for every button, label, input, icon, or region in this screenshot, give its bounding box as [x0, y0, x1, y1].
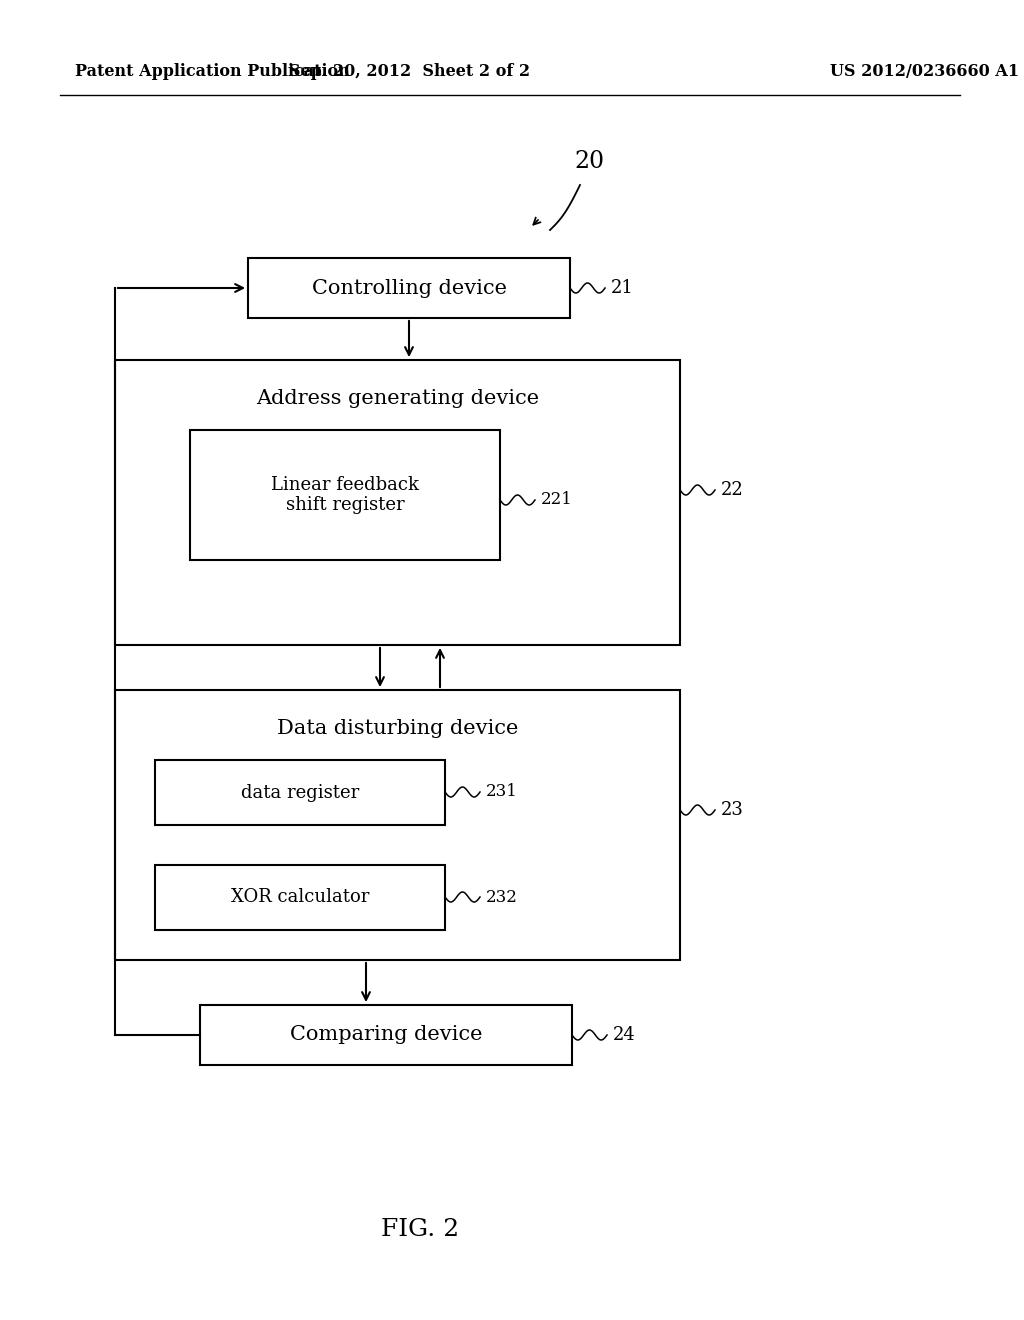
- Text: data register: data register: [241, 784, 359, 801]
- Text: Comparing device: Comparing device: [290, 1026, 482, 1044]
- Bar: [190, 430, 500, 560]
- Text: XOR calculator: XOR calculator: [230, 888, 370, 907]
- Text: 21: 21: [611, 279, 634, 297]
- Text: 231: 231: [486, 784, 518, 800]
- Bar: [248, 257, 570, 318]
- Text: 232: 232: [486, 888, 518, 906]
- Text: Sep. 20, 2012  Sheet 2 of 2: Sep. 20, 2012 Sheet 2 of 2: [290, 63, 530, 81]
- Text: FIG. 2: FIG. 2: [381, 1218, 459, 1242]
- Text: Data disturbing device: Data disturbing device: [276, 718, 518, 738]
- Text: 221: 221: [541, 491, 572, 508]
- Text: Linear feedback
shift register: Linear feedback shift register: [271, 475, 419, 515]
- Bar: [155, 865, 445, 931]
- Text: Patent Application Publication: Patent Application Publication: [75, 63, 350, 81]
- Text: 23: 23: [721, 801, 743, 818]
- Text: 24: 24: [613, 1026, 636, 1044]
- Text: Controlling device: Controlling device: [311, 279, 507, 297]
- Text: 20: 20: [574, 150, 605, 173]
- Bar: [115, 360, 680, 645]
- Bar: [200, 1005, 572, 1065]
- Text: 22: 22: [721, 480, 743, 499]
- Text: Address generating device: Address generating device: [256, 388, 539, 408]
- Bar: [155, 760, 445, 825]
- Bar: [115, 690, 680, 960]
- Text: US 2012/0236660 A1: US 2012/0236660 A1: [830, 63, 1019, 81]
